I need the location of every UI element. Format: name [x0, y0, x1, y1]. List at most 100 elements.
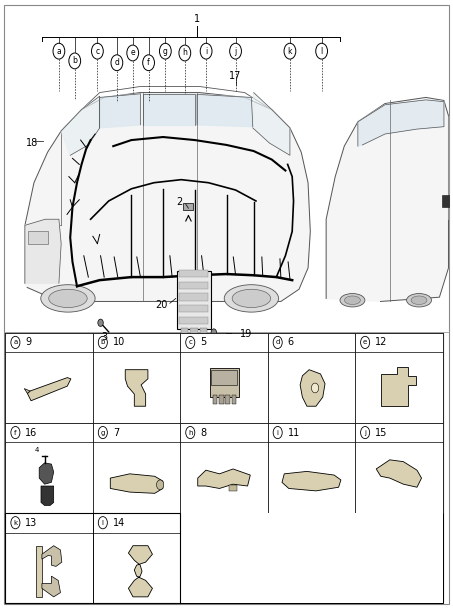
Text: k: k [288, 47, 292, 55]
Ellipse shape [232, 289, 271, 308]
Text: d: d [275, 339, 280, 345]
Bar [268, 423, 355, 443]
Text: e: e [363, 339, 367, 345]
Polygon shape [326, 97, 448, 301]
Bar [180, 513, 443, 603]
Text: 6: 6 [288, 337, 294, 347]
Polygon shape [27, 378, 71, 401]
Bar [268, 333, 355, 353]
Text: 10: 10 [113, 337, 125, 347]
Bar [232, 395, 236, 404]
Bar [179, 305, 208, 312]
Text: f: f [147, 58, 150, 67]
Bar [5, 423, 93, 443]
Polygon shape [143, 94, 195, 125]
Text: d: d [115, 58, 119, 67]
Bar [180, 333, 268, 423]
Text: c: c [188, 339, 192, 345]
Bar [28, 231, 48, 244]
Text: 18: 18 [26, 138, 39, 148]
Text: 14: 14 [113, 518, 125, 527]
Polygon shape [282, 471, 341, 491]
Text: i: i [277, 429, 279, 435]
Bar [5, 333, 443, 603]
Ellipse shape [411, 296, 427, 304]
Text: 5: 5 [200, 337, 207, 347]
Bar [5, 423, 93, 513]
Polygon shape [42, 576, 61, 597]
Ellipse shape [345, 296, 361, 304]
Text: b: b [72, 57, 77, 65]
Polygon shape [198, 469, 251, 488]
Text: l: l [102, 519, 104, 526]
Text: 16: 16 [25, 428, 38, 437]
Bar [180, 423, 268, 513]
Polygon shape [42, 546, 62, 566]
Ellipse shape [407, 294, 431, 307]
Text: l: l [321, 47, 323, 55]
Text: b: b [101, 339, 105, 345]
Circle shape [157, 480, 164, 490]
Polygon shape [111, 474, 163, 493]
Bar [93, 333, 180, 423]
Bar [5, 513, 180, 603]
Text: 15: 15 [375, 428, 387, 437]
Bar [226, 395, 230, 404]
Text: 7: 7 [113, 428, 119, 437]
Text: g: g [163, 47, 168, 55]
Text: 20: 20 [155, 300, 168, 309]
Text: 9: 9 [25, 337, 32, 347]
Bar [268, 423, 355, 513]
Circle shape [312, 383, 319, 393]
Bar [355, 423, 443, 443]
Polygon shape [25, 219, 61, 283]
Text: k: k [13, 519, 18, 526]
Text: 8: 8 [200, 428, 207, 437]
Text: 12: 12 [375, 337, 387, 347]
Bar [180, 423, 268, 443]
Bar [219, 395, 224, 404]
Bar [5, 513, 93, 533]
Bar [93, 513, 180, 533]
Bar [179, 294, 208, 300]
Text: 17: 17 [229, 71, 242, 80]
Bar [179, 281, 208, 289]
Text: g: g [101, 429, 105, 435]
Bar [93, 333, 180, 353]
Bar [93, 513, 180, 603]
Polygon shape [39, 463, 53, 484]
Polygon shape [300, 370, 325, 406]
Circle shape [98, 319, 103, 326]
Bar [183, 203, 193, 210]
Ellipse shape [224, 285, 279, 312]
Bar [180, 333, 268, 353]
Text: c: c [95, 47, 100, 55]
Text: j: j [235, 47, 236, 55]
Polygon shape [358, 100, 444, 146]
Polygon shape [125, 370, 148, 406]
Text: 19: 19 [240, 329, 252, 339]
Bar [181, 328, 188, 334]
Polygon shape [253, 93, 290, 155]
Text: f: f [14, 429, 17, 435]
Bar [190, 328, 198, 334]
Bar [93, 423, 180, 443]
Text: 11: 11 [288, 428, 300, 437]
Bar [5, 513, 93, 603]
Text: 13: 13 [25, 518, 38, 527]
Text: h: h [183, 49, 187, 57]
Text: j: j [364, 429, 366, 435]
Bar [355, 333, 443, 423]
Bar [179, 317, 208, 324]
Text: 1: 1 [194, 15, 200, 24]
Bar [5, 333, 93, 353]
Text: 4: 4 [34, 447, 39, 453]
Text: a: a [13, 339, 18, 345]
Bar [442, 195, 449, 207]
Polygon shape [24, 389, 30, 393]
Polygon shape [25, 93, 310, 301]
Polygon shape [100, 94, 140, 128]
Text: 3: 3 [101, 332, 107, 342]
Polygon shape [376, 460, 422, 487]
Polygon shape [197, 94, 253, 127]
